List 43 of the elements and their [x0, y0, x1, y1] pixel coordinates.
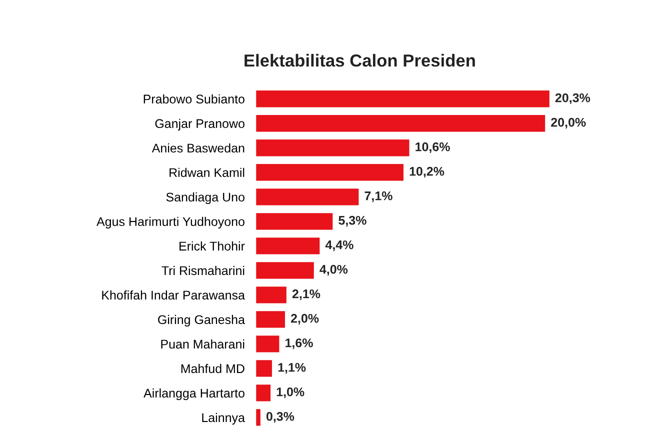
- chart-title: Elektabilitas Calon Presiden: [244, 54, 475, 67]
- y-tick-label: Lainnya: [202, 412, 245, 425]
- data-label: 1,6%: [286, 338, 313, 350]
- data-label: 2,0%: [290, 314, 319, 325]
- data-label: 0,3%: [266, 412, 294, 423]
- y-tick-label: Tri Rismaharini: [162, 266, 244, 276]
- data-label: 1,1%: [278, 362, 306, 374]
- y-tick-label: Airlangga Hartarto: [144, 388, 244, 400]
- bar: [256, 262, 314, 279]
- bar: [256, 164, 404, 181]
- data-label: 10,2%: [410, 166, 444, 178]
- bar: [256, 238, 320, 254]
- data-label: 5,3%: [338, 216, 366, 227]
- bar: [256, 336, 280, 352]
- data-label: 20,3%: [555, 93, 590, 104]
- y-tick-label: Ridwan Kamil: [170, 168, 244, 178]
- y-tick-label: Sandiaga Uno: [166, 192, 244, 204]
- bar: [256, 360, 272, 377]
- data-label: 2,1%: [292, 289, 320, 300]
- bar: [256, 311, 285, 328]
- y-tick-label: Giring Ganesha: [158, 314, 245, 327]
- bar: [256, 90, 550, 108]
- bar: [256, 115, 546, 132]
- bar: [256, 286, 286, 304]
- y-tick-label: Mahfud MD: [181, 364, 244, 374]
- bar: [256, 384, 271, 402]
- y-tick-label: Prabowo Subianto: [144, 94, 244, 104]
- data-label: 4,0%: [320, 264, 348, 276]
- y-tick-label: Puan Maharani: [161, 339, 244, 349]
- bar: [256, 213, 333, 230]
- bar: [256, 409, 260, 426]
- y-tick-label: Ganjar Pranowo: [155, 118, 244, 131]
- bar: [256, 140, 410, 156]
- bar: [256, 188, 359, 206]
- data-label: 7,1%: [364, 191, 392, 202]
- y-tick-label: Khofifah Indar Parawansa: [102, 290, 245, 300]
- data-label: 20,0%: [551, 118, 586, 129]
- data-label: 10,6%: [416, 142, 450, 154]
- y-tick-label: Agus Harimurti Yudhoyono: [96, 216, 244, 229]
- data-label: 4,4%: [325, 240, 354, 252]
- y-tick-label: Erick Thohir: [180, 241, 245, 251]
- data-label: 1,0%: [276, 387, 304, 398]
- y-tick-label: Anies Baswedan: [152, 143, 244, 153]
